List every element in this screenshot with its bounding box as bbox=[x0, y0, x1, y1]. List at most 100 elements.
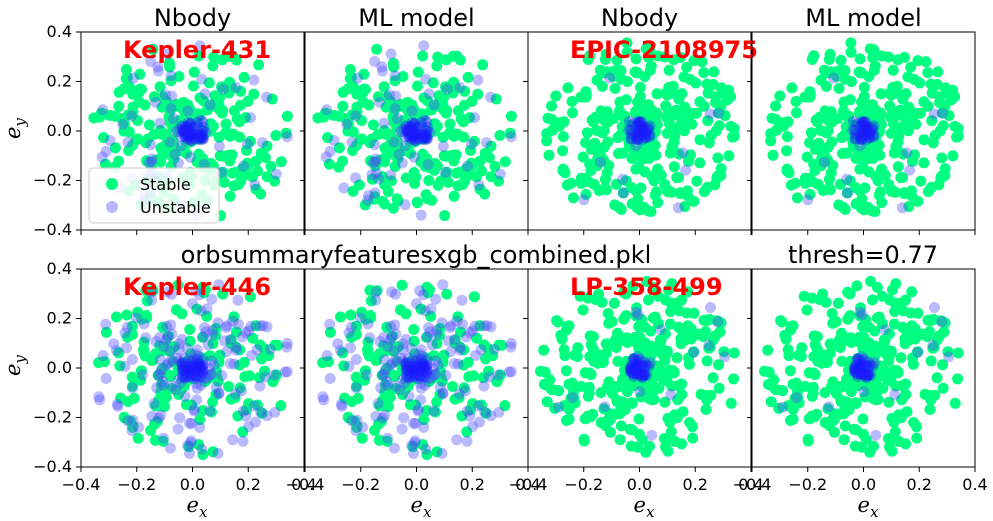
stable-point bbox=[381, 321, 393, 333]
unstable-point bbox=[860, 372, 872, 384]
stable-point bbox=[902, 125, 914, 137]
stable-point bbox=[592, 151, 604, 163]
unstable-point bbox=[346, 136, 358, 148]
stable-point bbox=[183, 108, 195, 120]
stable-point bbox=[595, 417, 607, 429]
stable-point bbox=[608, 297, 620, 309]
stable-point bbox=[828, 426, 840, 438]
stable-point bbox=[168, 341, 180, 353]
unstable-point bbox=[366, 169, 378, 181]
unstable-point bbox=[863, 129, 875, 141]
stable-point bbox=[143, 119, 155, 131]
stable-point bbox=[612, 355, 624, 367]
unstable-point bbox=[188, 133, 200, 144]
unstable-point bbox=[641, 359, 653, 371]
stable-point bbox=[910, 118, 922, 130]
unstable-point bbox=[245, 112, 256, 124]
stable-point bbox=[678, 125, 690, 137]
unstable-point bbox=[180, 372, 191, 384]
stable-point bbox=[591, 125, 603, 136]
unstable-point bbox=[478, 320, 490, 332]
unstable-point bbox=[184, 361, 196, 373]
unstable-point bbox=[624, 361, 636, 373]
panel-title: ML model bbox=[358, 4, 474, 32]
unstable-point bbox=[187, 129, 199, 141]
unstable-point bbox=[638, 121, 650, 133]
stable-point bbox=[801, 304, 813, 316]
unstable-point bbox=[401, 363, 413, 375]
unstable-point bbox=[407, 362, 419, 374]
unstable-point bbox=[187, 353, 199, 365]
unstable-point bbox=[224, 358, 236, 370]
stable-point bbox=[417, 110, 429, 122]
unstable-point bbox=[866, 122, 878, 134]
stable-point bbox=[270, 130, 282, 141]
unstable-point bbox=[318, 394, 330, 406]
unstable-point bbox=[637, 360, 649, 372]
stable-point bbox=[575, 91, 587, 103]
unstable-point bbox=[165, 319, 177, 331]
unstable-point bbox=[195, 114, 207, 126]
unstable-point bbox=[389, 319, 401, 331]
unstable-point bbox=[191, 372, 203, 384]
unstable-point bbox=[420, 73, 432, 85]
stable-point bbox=[333, 161, 345, 173]
unstable-point bbox=[847, 124, 859, 136]
unstable-point bbox=[192, 116, 204, 128]
stable-point bbox=[848, 423, 860, 435]
unstable-point bbox=[198, 159, 210, 170]
unstable-point bbox=[350, 354, 362, 365]
stable-point bbox=[583, 381, 595, 393]
unstable-point bbox=[868, 129, 880, 141]
unstable-point bbox=[176, 358, 188, 370]
unstable-point bbox=[192, 362, 204, 374]
stable-point bbox=[688, 55, 700, 67]
unstable-point bbox=[179, 357, 191, 369]
unstable-point bbox=[227, 434, 239, 446]
unstable-point bbox=[410, 135, 422, 147]
unstable-point bbox=[474, 416, 485, 428]
stable-point bbox=[388, 61, 400, 73]
stable-point bbox=[606, 388, 618, 399]
unstable-point bbox=[552, 401, 564, 413]
stable-point bbox=[340, 113, 352, 124]
stable-point bbox=[455, 113, 467, 125]
stable-point bbox=[275, 400, 287, 412]
unstable-point bbox=[403, 390, 415, 402]
unstable-point bbox=[856, 117, 868, 129]
unstable-point bbox=[646, 429, 658, 441]
unstable-point bbox=[628, 371, 639, 382]
stable-point bbox=[892, 136, 904, 148]
stable-point bbox=[873, 311, 885, 323]
stable-point bbox=[158, 362, 169, 374]
unstable-point bbox=[112, 400, 124, 412]
stable-point bbox=[191, 156, 203, 168]
unstable-point bbox=[369, 187, 381, 199]
stable-point bbox=[483, 365, 494, 377]
unstable-point bbox=[217, 83, 229, 95]
unstable-point bbox=[413, 348, 425, 360]
stable-point bbox=[230, 54, 242, 66]
unstable-point bbox=[185, 128, 197, 140]
unstable-point bbox=[712, 316, 724, 328]
unstable-point bbox=[201, 372, 213, 384]
stable-point bbox=[858, 81, 870, 93]
stable-point bbox=[886, 445, 898, 457]
unstable-point bbox=[412, 128, 424, 140]
stable-point bbox=[126, 320, 138, 332]
stable-point bbox=[643, 205, 654, 217]
unstable-point bbox=[146, 153, 158, 165]
stable-point bbox=[696, 56, 708, 68]
unstable-point bbox=[445, 346, 457, 357]
unstable-point bbox=[376, 65, 388, 77]
unstable-point bbox=[201, 303, 213, 315]
unstable-point bbox=[173, 338, 185, 350]
unstable-point bbox=[672, 202, 684, 214]
stable-point bbox=[645, 125, 657, 137]
stable-point bbox=[256, 407, 268, 419]
stable-point bbox=[431, 60, 443, 72]
stable-point bbox=[593, 288, 605, 300]
stable-point bbox=[381, 149, 393, 161]
stable-point bbox=[937, 120, 949, 132]
unstable-point bbox=[192, 133, 203, 145]
